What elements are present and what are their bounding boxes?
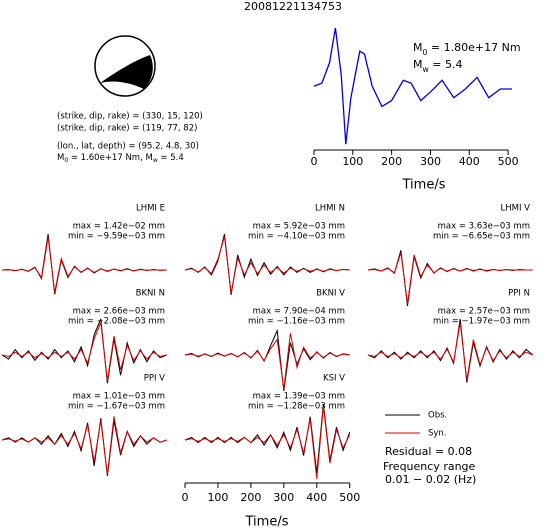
x-tick-label: 0	[311, 155, 318, 168]
x-tick-label: 500	[498, 155, 519, 168]
min-label: min = −1.67e−03 mm	[68, 402, 165, 412]
beachball	[94, 35, 156, 97]
mechanism-line: (strike, dip, rake) = (119, 77, 82)	[57, 124, 197, 134]
x-tick-label: 100	[207, 491, 228, 504]
station-name: LHMI N	[315, 204, 345, 214]
syn-trace	[184, 236, 350, 294]
x-tick-label: 200	[381, 155, 402, 168]
m0-annotation: M0 = 1.80e+17 Nm	[413, 41, 521, 57]
stf-line	[313, 27, 512, 145]
text-part: M	[57, 153, 64, 163]
min-label: min = −6.65e−03 mm	[433, 232, 530, 242]
x-tick-label: 500	[339, 491, 360, 504]
title: 20081221134753	[244, 0, 342, 13]
mw-annotation: Mw = 5.4	[413, 58, 463, 74]
station-name: BKNI V	[316, 289, 345, 299]
max-label: max = 1.42e−02 mm	[73, 222, 165, 232]
station-name: LHMI V	[501, 204, 531, 214]
max-label: max = 7.90e−04 mm	[253, 307, 345, 317]
syn-trace	[367, 322, 533, 381]
mechanism-line: (lon., lat, depth) = (95.2, 4.8, 30)	[57, 142, 199, 152]
max-label: max = 2.57e−03 mm	[438, 307, 530, 317]
text-part: M	[413, 41, 423, 54]
x-tick-label: 400	[459, 155, 480, 168]
max-label: max = 2.66e−03 mm	[73, 307, 165, 317]
x-axis-label: Time/s	[245, 515, 289, 530]
subscript: 0	[423, 48, 428, 57]
x-tick-label: 0	[182, 491, 189, 504]
text-part: M	[413, 58, 423, 71]
max-label: max = 1.39e−03 mm	[253, 392, 345, 402]
frequency-range: 0.01 − 0.02 (Hz)	[385, 473, 476, 486]
syn-trace	[1, 236, 167, 293]
subscript: w	[153, 157, 158, 164]
subscript: 0	[64, 157, 68, 164]
station-name: PPI V	[144, 374, 165, 384]
x-tick-label: 200	[240, 491, 261, 504]
syn-trace	[367, 252, 533, 304]
station-name: PPI N	[508, 289, 530, 299]
mechanism-line: (strike, dip, rake) = (330, 15, 120)	[57, 112, 203, 122]
text-part: = 5.4	[158, 153, 184, 163]
obs-trace	[1, 418, 167, 477]
min-label: min = −1.16e−03 mm	[248, 317, 345, 327]
syn-trace	[184, 333, 350, 390]
min-label: min = −4.10e−03 mm	[248, 232, 345, 242]
max-label: max = 3.63e−03 mm	[438, 222, 530, 232]
syn-trace	[1, 322, 167, 381]
obs-trace	[1, 233, 167, 295]
text-part: = 5.4	[429, 58, 463, 71]
beachball-compression	[100, 55, 153, 89]
station-name: KSI V	[323, 374, 345, 384]
x-tick-label: 400	[306, 491, 327, 504]
moment-line: M0 = 1.60e+17 Nm, Mw = 5.4	[57, 153, 184, 165]
obs-trace	[1, 318, 167, 384]
min-label: min = −1.28e−03 mm	[248, 402, 345, 412]
max-label: max = 1.01e−03 mm	[73, 392, 165, 402]
residual: Residual = 0.08	[385, 445, 472, 458]
min-label: min = −9.59e−03 mm	[68, 232, 165, 242]
syn-trace	[1, 416, 167, 475]
x-axis-label: Time/s	[402, 178, 446, 193]
x-tick-label: 300	[420, 155, 441, 168]
max-label: max = 5.92e−03 mm	[253, 222, 345, 232]
x-tick-label: 100	[342, 155, 363, 168]
subscript: w	[423, 65, 429, 74]
station-name: LHMI E	[136, 204, 165, 214]
frequency-title: Frequency range	[383, 460, 476, 473]
min-label: min = −1.97e−03 mm	[433, 317, 530, 327]
station-name: BKNI N	[136, 289, 165, 299]
syn-trace	[184, 406, 351, 479]
legend-label: Obs.	[428, 411, 447, 421]
obs-trace	[184, 233, 350, 295]
legend-label: Syn.	[428, 429, 447, 439]
min-label: min = −2.08e−03 mm	[68, 317, 165, 327]
x-tick-label: 300	[273, 491, 294, 504]
text-part: = 1.80e+17 Nm	[427, 41, 520, 54]
text-part: = 1.60e+17 Nm, M	[68, 153, 153, 163]
obs-trace	[367, 318, 534, 383]
